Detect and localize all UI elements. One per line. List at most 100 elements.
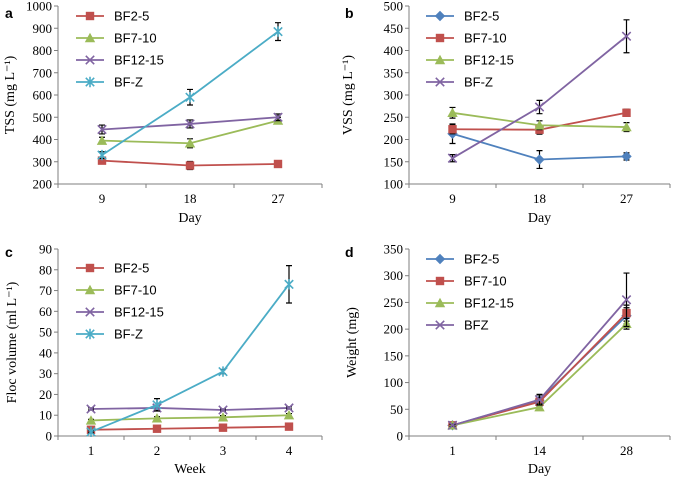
series-line — [90, 414, 290, 422]
series-BF2-5: BF2-5 — [426, 9, 632, 170]
legend-label: BFZ — [464, 318, 489, 333]
y-tick-label: 50 — [390, 402, 403, 417]
legend-marker — [434, 253, 446, 265]
x-tick-label: 1 — [449, 443, 456, 458]
y-axis-title: TSS (mg L⁻¹) — [3, 55, 18, 134]
x-tick-label: 9 — [449, 191, 456, 206]
data-point — [185, 161, 195, 170]
y-tick-label: 500 — [33, 110, 53, 125]
legend-label: BF7-10 — [464, 31, 507, 46]
data-point — [97, 156, 107, 165]
x-tick-label: 27 — [620, 191, 634, 206]
y-tick-label: 80 — [39, 262, 52, 277]
x-tick-label: 1 — [88, 443, 95, 458]
y-tick-label: 100 — [384, 375, 404, 390]
data-point — [217, 412, 229, 422]
x-tick-label: 14 — [533, 443, 547, 458]
series-BF7-10: BF7-10 — [76, 31, 284, 149]
y-tick-label: 50 — [39, 325, 52, 340]
data-point — [218, 366, 228, 377]
series-BF12-15: BF12-15 — [426, 296, 632, 430]
legend-marker — [85, 263, 95, 273]
legend-marker — [435, 33, 445, 43]
data-point — [621, 151, 632, 162]
data-point — [534, 401, 545, 412]
legend-label: BF12-15 — [464, 296, 514, 311]
y-tick-label: 500 — [384, 0, 404, 14]
legend-label: BF2-5 — [114, 261, 149, 276]
chart-panel-a: 200 300 400 500 600 700 800 900 1000 9 18 27 Day TSS … — [3, 0, 323, 226]
y-tick-label: 300 — [384, 88, 404, 103]
y-tick-label: 900 — [33, 21, 53, 36]
data-point — [621, 121, 632, 132]
y-tick-label: 1000 — [26, 0, 52, 14]
legend-marker — [435, 77, 445, 87]
y-tick-label: 700 — [33, 65, 53, 80]
data-point — [185, 119, 195, 129]
chart-panel-b: 100 150 200 250 300 350 400 450 500 9 18 27 Day VSS (… — [341, 0, 671, 226]
legend-marker — [84, 32, 96, 43]
x-tick-label: 2 — [154, 443, 161, 458]
legend-label: BF2-5 — [464, 252, 499, 267]
legend-marker — [435, 276, 445, 286]
data-point — [97, 149, 107, 161]
x-axis-title: Day — [178, 211, 201, 226]
series-line — [90, 425, 290, 431]
x-tick-label: 18 — [184, 191, 197, 206]
series-BF7-10: BF7-10 — [76, 283, 295, 425]
data-point — [447, 107, 458, 117]
y-tick-label: 150 — [384, 348, 404, 363]
legend-marker — [434, 297, 446, 308]
legend-label: BF7-10 — [464, 274, 507, 289]
legend-marker — [434, 54, 446, 65]
data-point — [534, 102, 545, 112]
y-tick-label: 30 — [39, 366, 52, 381]
legend-marker — [85, 328, 95, 340]
series-line — [90, 283, 290, 433]
chart-panel-c: 0 10 20 30 40 50 60 70 80 90 1 2 3 4 Week Floc volume (… — [5, 242, 323, 477]
series-BF12-15: BF12-15 — [76, 53, 283, 135]
y-tick-label: 400 — [384, 43, 404, 58]
y-axis-title: Weight (mg) — [345, 307, 360, 378]
y-tick-label: 200 — [384, 132, 404, 147]
data-point — [96, 135, 108, 145]
y-axis-title: Floc volume (ml L⁻¹) — [5, 281, 20, 403]
y-tick-label: 40 — [39, 345, 52, 360]
y-tick-label: 90 — [39, 242, 52, 257]
series-BF7-10: BF7-10 — [426, 274, 631, 430]
y-tick-label: 60 — [39, 304, 52, 319]
x-axis-title: Week — [174, 462, 206, 477]
series-BF2-5: BF2-5 — [76, 261, 294, 434]
x-tick-label: 27 — [272, 191, 286, 206]
legend-marker — [85, 55, 95, 65]
x-tick-label: 9 — [99, 191, 106, 206]
data-point — [86, 426, 96, 438]
y-tick-label: 450 — [384, 21, 404, 36]
series-BF12-15: BF12-15 — [76, 305, 294, 415]
series-BF7-10: BF7-10 — [426, 31, 631, 135]
y-tick-label: 150 — [384, 154, 404, 169]
chart-panel-d: 0 50 100 150 200 250 300 350 1 14 28 Day Weight (mg)… — [345, 242, 671, 477]
data-point — [152, 424, 162, 433]
data-point — [447, 420, 458, 431]
y-tick-label: 200 — [33, 177, 53, 192]
data-point — [85, 415, 97, 425]
y-axis-title: VSS (mg L⁻¹) — [341, 55, 356, 135]
data-point — [273, 159, 283, 169]
y-tick-label: 350 — [384, 65, 404, 80]
legend-marker — [85, 76, 95, 88]
legend-label: BF2-5 — [114, 9, 149, 24]
legend-marker — [85, 307, 95, 317]
panel-label: b — [345, 5, 354, 21]
y-tick-label: 0 — [46, 429, 53, 444]
legend-label: BF-Z — [114, 327, 143, 342]
data-point — [86, 404, 96, 414]
series-BF2-5: BF2-5 — [76, 9, 283, 171]
y-tick-label: 300 — [33, 154, 53, 169]
x-axis-title: Day — [528, 211, 551, 226]
data-point — [534, 120, 545, 130]
legend-marker — [435, 320, 445, 330]
legend-marker — [84, 284, 96, 295]
x-tick-label: 28 — [620, 443, 633, 458]
